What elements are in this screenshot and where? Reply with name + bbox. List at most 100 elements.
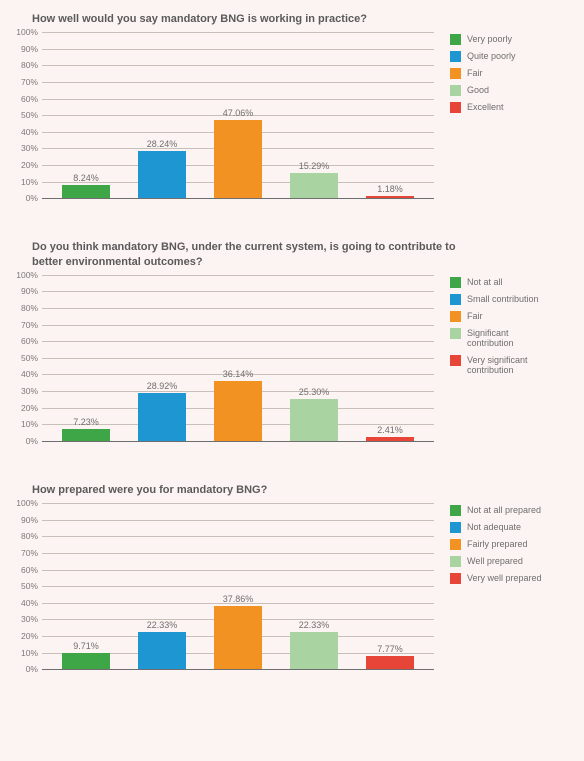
y-tick-label: 20% [8,403,38,413]
legend-swatch [450,355,461,366]
bar-value-label: 7.23% [73,417,99,427]
bar-value-label: 8.24% [73,173,99,183]
legend-swatch [450,505,461,516]
bar-wrap: 25.30% [276,275,352,441]
bars-container: 9.71% 22.33% 37.86% 22.33% 7.77% [42,503,434,669]
bar-wrap: 36.14% [200,275,276,441]
legend-label: Good [467,85,489,95]
legend-item: Fairly prepared [450,539,576,550]
bar: 7.77% [366,656,413,669]
y-tick-label: 60% [8,336,38,346]
legend-item: Significant contribution [450,328,576,349]
legend-item: Excellent [450,102,576,113]
y-tick-label: 40% [8,598,38,608]
bar-wrap: 37.86% [200,503,276,669]
legend-swatch [450,522,461,533]
bar-value-label: 9.71% [73,641,99,651]
legend-label: Not adequate [467,522,521,532]
bar-value-label: 15.29% [299,161,330,171]
y-tick-label: 20% [8,631,38,641]
legend-swatch [450,573,461,584]
bar-wrap: 47.06% [200,32,276,198]
bar: 22.33% [138,632,185,669]
bar: 22.33% [290,632,337,669]
bar-wrap: 8.24% [48,32,124,198]
y-tick-label: 0% [8,436,38,446]
y-tick-label: 70% [8,77,38,87]
bar: 25.30% [290,399,337,441]
legend-label: Significant contribution [467,328,557,349]
chart-legend: Not at all prepared Not adequate Fairly pr… [438,503,576,683]
legend-label: Small contribution [467,294,539,304]
bar-value-label: 1.18% [377,184,403,194]
legend-label: Fair [467,68,483,78]
bar: 28.24% [138,151,185,198]
bar-value-label: 22.33% [299,620,330,630]
chart-plot: 8.24% 28.24% 47.06% 15.29% 1.18% [42,32,434,198]
y-tick-label: 90% [8,515,38,525]
legend-swatch [450,277,461,288]
y-tick-label: 30% [8,386,38,396]
legend-swatch [450,539,461,550]
bar-wrap: 2.41% [352,275,428,441]
legend-swatch [450,51,461,62]
y-tick-label: 40% [8,127,38,137]
chart-legend: Very poorly Quite poorly Fair Good Excellent [438,32,576,212]
legend-item: Quite poorly [450,51,576,62]
legend-label: Quite poorly [467,51,516,61]
bar: 15.29% [290,173,337,198]
bar-value-label: 25.30% [299,387,330,397]
y-tick-label: 90% [8,44,38,54]
chart-area: 0%10%20%30%40%50%60%70%80%90%100%9.71%22… [8,503,438,683]
y-tick-label: 100% [8,498,38,508]
y-tick-label: 10% [8,419,38,429]
chart-row: 0%10%20%30%40%50%60%70%80%90%100%8.24%28… [8,32,576,212]
bar: 28.92% [138,393,185,441]
legend-swatch [450,328,461,339]
y-tick-label: 10% [8,177,38,187]
chart-title: How well would you say mandatory BNG is … [8,12,576,26]
legend-label: Well prepared [467,556,523,566]
legend-item: Well prepared [450,556,576,567]
legend-item: Small contribution [450,294,576,305]
chart-plot: 9.71% 22.33% 37.86% 22.33% 7.77% [42,503,434,669]
y-tick-label: 30% [8,143,38,153]
y-tick-label: 0% [8,193,38,203]
bar-wrap: 7.77% [352,503,428,669]
legend-item: Very significant contribution [450,355,576,376]
bar-wrap: 22.33% [124,503,200,669]
legend-label: Very well prepared [467,573,542,583]
legend-swatch [450,85,461,96]
bar: 47.06% [214,120,261,198]
bar-value-label: 47.06% [223,108,254,118]
bar-value-label: 7.77% [377,644,403,654]
y-tick-label: 60% [8,94,38,104]
bar: 9.71% [62,653,109,669]
legend-label: Not at all [467,277,503,287]
bar-wrap: 7.23% [48,275,124,441]
bar: 1.18% [366,196,413,198]
legend-swatch [450,556,461,567]
chart-title: Do you think mandatory BNG, under the cu… [8,240,576,269]
y-tick-label: 100% [8,27,38,37]
bar: 37.86% [214,606,261,669]
legend-item: Fair [450,311,576,322]
legend-item: Not at all prepared [450,505,576,516]
bar-wrap: 1.18% [352,32,428,198]
legend-label: Very poorly [467,34,512,44]
legend-item: Not adequate [450,522,576,533]
chart-row: 0%10%20%30%40%50%60%70%80%90%100%7.23%28… [8,275,576,455]
legend-label: Not at all prepared [467,505,541,515]
bar: 7.23% [62,429,109,441]
legend-label: Excellent [467,102,504,112]
y-tick-label: 50% [8,353,38,363]
chart-legend: Not at all Small contribution Fair Signific… [438,275,576,455]
y-tick-label: 20% [8,160,38,170]
chart-plot: 7.23% 28.92% 36.14% 25.30% 2.41% [42,275,434,441]
legend-label: Fair [467,311,483,321]
y-tick-label: 90% [8,286,38,296]
bar-wrap: 28.24% [124,32,200,198]
bar-wrap: 15.29% [276,32,352,198]
bars-container: 7.23% 28.92% 36.14% 25.30% 2.41% [42,275,434,441]
y-tick-label: 70% [8,320,38,330]
